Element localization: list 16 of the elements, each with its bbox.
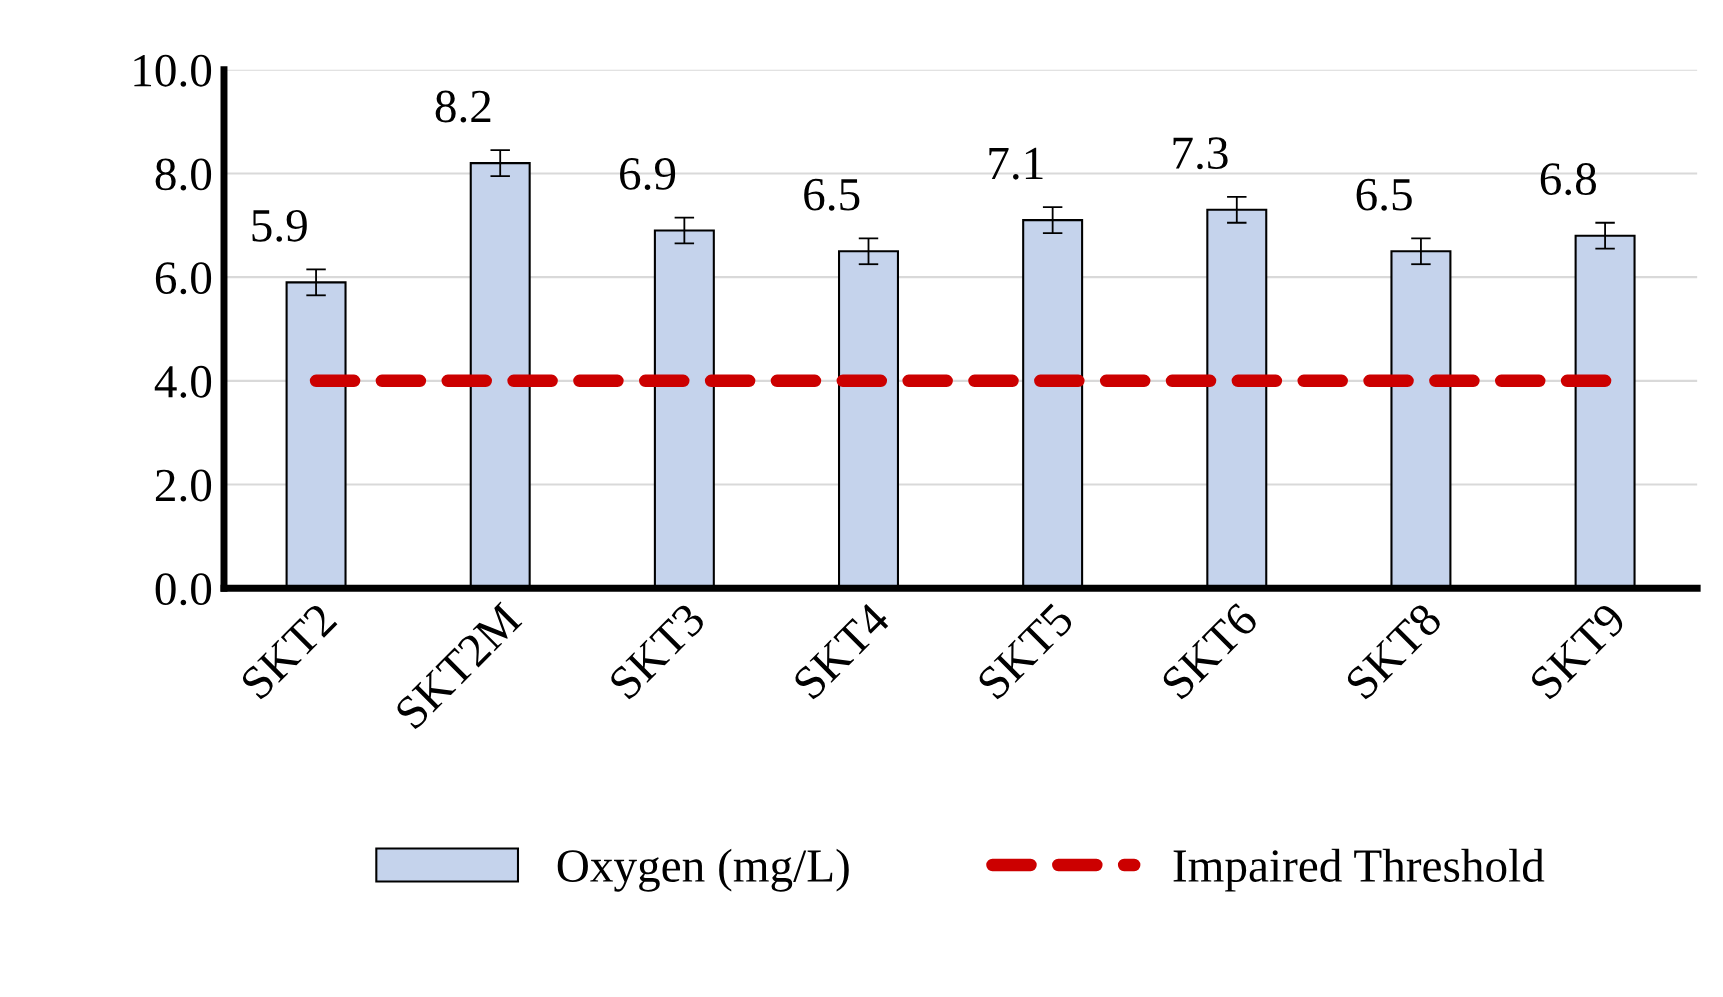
data-label: 6.8 — [1540, 163, 1596, 196]
data-label: 7.1 — [989, 147, 1043, 180]
y-tick-label: 10.0 — [134, 54, 212, 87]
data-label: 8.2 — [435, 90, 491, 123]
y-tick-label: 8.0 — [155, 158, 212, 191]
legend-label: Impaired Threshold — [1173, 848, 1545, 892]
y-tick-label: 6.0 — [155, 262, 212, 295]
data-label: 6.5 — [804, 178, 860, 211]
data-label: 6.5 — [1356, 178, 1412, 211]
data-label: 6.9 — [620, 158, 676, 191]
y-tick-label: 2.0 — [155, 469, 212, 502]
data-label: 7.3 — [1173, 137, 1228, 170]
data-label: 5.9 — [252, 209, 307, 242]
y-tick-label: 0.0 — [155, 573, 212, 606]
legend-label: Oxygen (mg/L) — [557, 848, 849, 892]
y-tick-label: 4.0 — [154, 365, 212, 398]
